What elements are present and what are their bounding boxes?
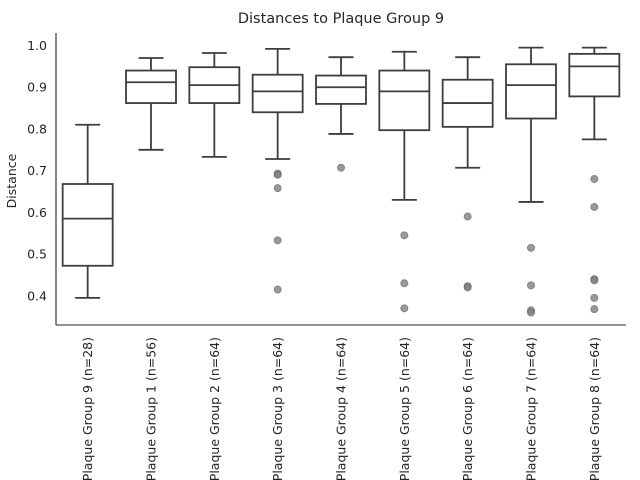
outlier-point (590, 305, 599, 314)
outlier-point (400, 231, 409, 240)
x-tick-label: Plaque Group 5 (n=64) (397, 337, 412, 480)
y-axis-label: Distance (4, 153, 19, 208)
outlier-point (336, 163, 345, 172)
y-tick-label: 1.0 (27, 38, 47, 53)
outlier-point (273, 236, 282, 245)
outlier-point (590, 293, 599, 302)
outlier-point (463, 212, 472, 221)
y-tick-label: 0.9 (27, 80, 47, 95)
outlier-point (527, 308, 536, 317)
x-tick-label: Plaque Group 7 (n=64) (524, 337, 539, 480)
outlier-point (527, 281, 536, 290)
outlier-point (273, 170, 282, 179)
outlier-point (273, 285, 282, 294)
x-tick-label: Plaque Group 1 (n=56) (144, 337, 159, 480)
outlier-point (590, 276, 599, 285)
box-iqr (568, 52, 621, 98)
y-tick-label: 0.5 (27, 247, 47, 262)
y-tick-label: 0.6 (27, 205, 47, 220)
chart-title: Distances to Plaque Group 9 (238, 11, 444, 27)
box-iqr (61, 183, 114, 267)
outlier-point (273, 184, 282, 193)
box-iqr (125, 69, 177, 104)
outlier-point (590, 202, 599, 211)
x-tick-label: Plaque Group 2 (n=64) (207, 337, 222, 480)
outlier-point (400, 304, 409, 313)
x-tick-label: Plaque Group 9 (n=28) (80, 337, 95, 480)
outlier-point (463, 283, 472, 292)
outlier-point (590, 174, 599, 183)
x-tick-label: Plaque Group 8 (n=64) (587, 337, 602, 480)
box-iqr (251, 73, 304, 114)
x-tick-label: Plaque Group 4 (n=64) (334, 337, 349, 480)
outlier-point (400, 279, 409, 288)
box-iqr (505, 63, 557, 120)
plot-area: 0.4 0.5 0.6 0.7 0.8 0.9 1.0 Plaque Group 9 (n=2… (27, 33, 626, 480)
x-tick-label: Plaque Group 3 (n=64) (270, 337, 285, 480)
box-iqr (315, 74, 367, 105)
box-iqr (378, 69, 431, 132)
y-tick-label: 0.7 (27, 163, 47, 178)
x-tick-label: Plaque Group 6 (n=64) (460, 337, 475, 480)
y-tick-label: 0.8 (27, 121, 47, 136)
y-tick-label: 0.4 (27, 288, 47, 303)
outlier-point (527, 243, 536, 252)
